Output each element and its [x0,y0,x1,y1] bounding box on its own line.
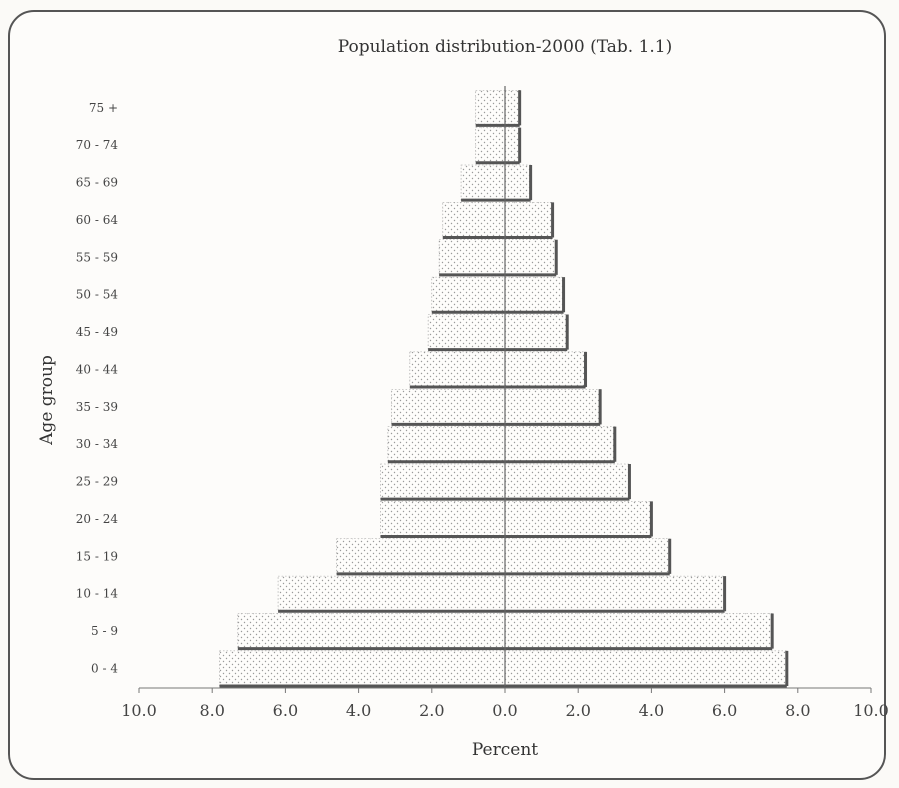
bar-right [504,426,616,463]
bar-right [504,127,520,164]
age-group-label: 70 - 74 [76,138,119,152]
age-group-label: 25 - 29 [76,475,118,489]
bar-right [504,202,553,238]
bars-group [219,89,789,688]
bar-left [438,239,506,276]
bar-right [504,276,564,313]
age-group-label: 20 - 24 [76,512,119,526]
bar-right [504,613,773,649]
x-tick-label: 10.0 [853,701,889,720]
age-group-label: 35 - 39 [76,400,118,414]
bar-right [504,239,557,276]
chart-title: Population distribution-2000 (Tab. 1.1) [338,37,673,57]
bar-right [504,314,568,350]
bar-left [391,388,506,425]
x-tick-label: 6.0 [712,701,737,720]
x-axis-title: Percent [472,740,538,760]
bar-left [380,501,506,537]
bar-left [460,164,506,201]
x-tick-label: 2.0 [565,701,590,720]
age-group-label: 15 - 19 [76,549,118,563]
y-axis-title: Age group [37,355,57,446]
age-group-label: 45 - 49 [76,325,118,339]
axes-group: 0 - 4 5 - 9 10 - 14 15 - 19 20 - 24 25 - 29 30… [76,86,889,720]
bar-left [387,426,506,463]
bar-left [380,463,506,500]
bar-right [504,501,652,537]
bar-right [504,463,630,500]
x-tick-label: 8.0 [785,701,810,720]
age-group-label: 60 - 64 [76,213,119,227]
bar-left [475,127,506,164]
bar-left [336,538,506,575]
bar-left [219,650,506,687]
age-group-label: 0 - 4 [91,661,118,675]
age-group-label: 5 - 9 [91,624,118,638]
bar-left [277,575,506,612]
age-group-label: 50 - 54 [76,288,119,302]
bar-left [427,314,506,350]
bar-left [442,202,506,238]
x-tick-label: 6.0 [273,701,298,720]
x-tick-label: 2.0 [419,701,444,720]
x-tick-label: 10.0 [121,701,157,720]
age-group-label: 30 - 34 [76,437,119,451]
bar-left [431,276,506,313]
age-group-label: 65 - 69 [76,176,118,190]
age-group-label: 10 - 14 [76,587,119,601]
bar-left [237,613,506,649]
bar-right [504,164,531,201]
x-tick-label: 4.0 [346,701,371,720]
bar-right [504,538,670,575]
age-group-label: 40 - 44 [76,362,119,376]
bar-left [475,89,506,126]
bar-right [504,575,725,612]
age-group-label: 75 + [89,101,118,115]
x-tick-label: 4.0 [639,701,664,720]
bar-right [504,650,788,687]
x-tick-label: 0.0 [492,701,517,720]
bar-right [504,351,586,388]
bar-right [504,388,601,425]
bar-left [409,351,506,388]
x-tick-label: 8.0 [199,701,224,720]
age-group-label: 55 - 59 [76,250,118,264]
bar-right [504,89,520,126]
